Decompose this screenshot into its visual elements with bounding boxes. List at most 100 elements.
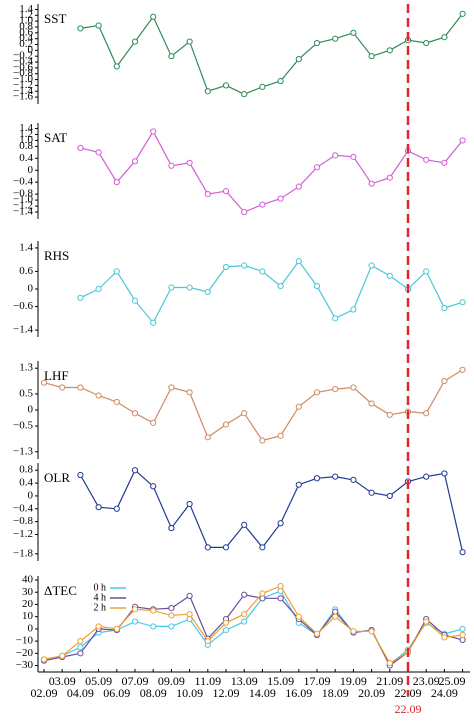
data-point bbox=[332, 473, 339, 480]
data-point bbox=[40, 379, 48, 386]
x-tick-label: 23.09 bbox=[413, 674, 440, 688]
data-point bbox=[259, 437, 266, 444]
data-point bbox=[459, 299, 466, 306]
data-point bbox=[295, 258, 302, 265]
x-tick-label: 10.09 bbox=[176, 686, 203, 700]
x-tick-label: 12.09 bbox=[213, 686, 240, 700]
data-point bbox=[59, 384, 66, 391]
x-tick-label: 08.09 bbox=[140, 686, 167, 700]
y-tick-label: 0 bbox=[28, 404, 34, 416]
data-point bbox=[204, 638, 211, 645]
data-point bbox=[277, 77, 284, 85]
x-tick-label: 07.09 bbox=[122, 674, 149, 688]
data-point bbox=[131, 158, 139, 165]
data-point bbox=[368, 400, 375, 407]
data-point bbox=[350, 384, 357, 391]
data-point bbox=[368, 489, 375, 496]
y-tick-label: −0.8 bbox=[13, 515, 33, 527]
x-tick-label: 04.09 bbox=[67, 686, 94, 700]
data-point bbox=[168, 53, 175, 60]
data-point bbox=[186, 611, 193, 618]
y-tick-label: 1.3 bbox=[19, 362, 33, 374]
data-point bbox=[350, 306, 357, 313]
data-point bbox=[40, 656, 48, 663]
data-point bbox=[441, 470, 448, 477]
data-point bbox=[241, 410, 248, 417]
data-point bbox=[368, 53, 375, 60]
y-tick-label: −1.6 bbox=[13, 91, 33, 103]
series-line bbox=[43, 585, 463, 664]
data-point bbox=[350, 476, 357, 483]
series-line bbox=[79, 469, 464, 553]
data-point bbox=[313, 39, 321, 47]
data-point bbox=[332, 315, 339, 322]
y-tick-label: −1.4 bbox=[13, 324, 33, 336]
data-point bbox=[459, 10, 466, 17]
data-point bbox=[150, 607, 157, 614]
y-tick-label: 10 bbox=[22, 610, 34, 622]
data-point bbox=[113, 63, 120, 70]
x-tick-label: 17.09 bbox=[304, 674, 331, 688]
y-tick-label: 0 bbox=[28, 44, 34, 56]
series-line bbox=[80, 13, 464, 95]
x-tick-label: 20.09 bbox=[358, 686, 385, 700]
data-point bbox=[95, 392, 102, 399]
data-point bbox=[113, 398, 120, 406]
data-point bbox=[277, 195, 284, 202]
y-tick-label: 0.5 bbox=[19, 387, 33, 399]
data-point bbox=[423, 156, 430, 163]
data-point bbox=[441, 634, 448, 641]
data-point bbox=[77, 644, 84, 651]
y-tick-label: −1.0 bbox=[13, 194, 33, 206]
y-tick-label: −0.6 bbox=[13, 61, 33, 73]
y-tick-label: 0.8 bbox=[19, 140, 33, 152]
data-point bbox=[259, 201, 266, 208]
y-tick-label: 1.2 bbox=[19, 9, 33, 21]
x-tick-label: 21.09 bbox=[376, 674, 403, 688]
y-tick-label: 0.6 bbox=[19, 26, 33, 38]
panel-label: SAT bbox=[44, 130, 67, 145]
panel-label: RHS bbox=[44, 248, 69, 263]
y-tick-label: 1.0 bbox=[19, 15, 33, 27]
y-tick-label: −1.2 bbox=[13, 528, 33, 540]
x-tick-label: 14.09 bbox=[249, 686, 276, 700]
data-point bbox=[332, 386, 339, 393]
data-point bbox=[204, 434, 211, 441]
x-tick-label: 15.09 bbox=[267, 674, 294, 688]
y-tick-label: −0.4 bbox=[13, 502, 33, 514]
data-point bbox=[150, 623, 157, 630]
data-point bbox=[386, 492, 393, 500]
data-point bbox=[95, 22, 102, 29]
x-tick-label: 18.09 bbox=[322, 686, 349, 700]
y-tick-label: 40 bbox=[22, 574, 34, 586]
data-point bbox=[313, 282, 321, 290]
data-point bbox=[332, 35, 339, 42]
data-point bbox=[186, 592, 193, 599]
series-line bbox=[80, 260, 463, 324]
data-point bbox=[295, 613, 302, 620]
data-point bbox=[131, 606, 139, 613]
x-tick-label: 16.09 bbox=[285, 686, 312, 700]
data-point bbox=[259, 544, 266, 551]
y-tick-label: 1.4 bbox=[19, 122, 33, 134]
data-point bbox=[423, 618, 430, 625]
data-point bbox=[113, 268, 120, 275]
data-point bbox=[204, 544, 211, 551]
series-line bbox=[43, 594, 463, 667]
y-tick-label: −10 bbox=[16, 635, 34, 647]
series-line bbox=[43, 369, 463, 442]
data-point bbox=[332, 613, 339, 620]
data-point bbox=[222, 619, 230, 626]
data-point bbox=[95, 623, 102, 630]
y-tick-label: −1.4 bbox=[13, 206, 33, 218]
x-tick-label: 03.09 bbox=[49, 674, 76, 688]
y-tick-label: 0.4 bbox=[19, 152, 33, 164]
y-tick-label: 0 bbox=[28, 489, 34, 501]
data-point bbox=[59, 652, 66, 659]
data-point bbox=[368, 180, 375, 187]
legend-label: 0 h bbox=[94, 582, 107, 593]
data-point bbox=[423, 268, 430, 275]
data-point bbox=[77, 384, 84, 391]
data-point bbox=[241, 611, 248, 618]
